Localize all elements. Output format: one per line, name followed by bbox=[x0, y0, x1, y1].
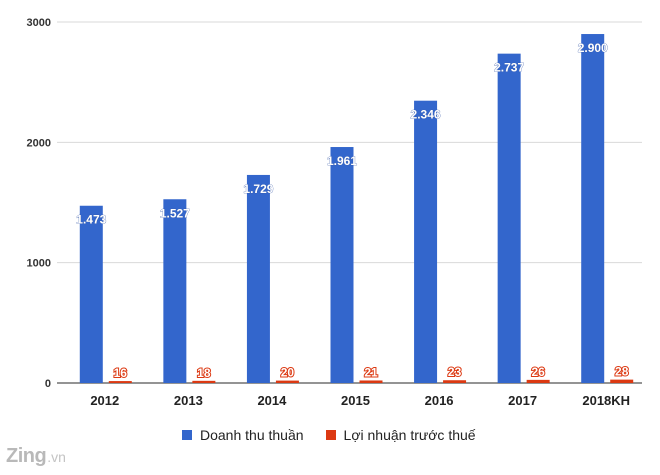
data-label-profit: 23 bbox=[448, 365, 462, 379]
legend-label-revenue: Doanh thu thuần bbox=[200, 427, 304, 443]
bar-revenue bbox=[581, 34, 605, 384]
y-tick-label: 1000 bbox=[27, 258, 51, 270]
bar-profit bbox=[359, 380, 383, 383]
x-tick-label: 2016 bbox=[425, 393, 454, 408]
bar-revenue bbox=[497, 53, 521, 383]
legend-item-profit: Lợi nhuận trước thuế bbox=[325, 427, 476, 443]
data-label-revenue: 2.900 bbox=[578, 41, 608, 55]
data-label-profit: 26 bbox=[531, 365, 545, 379]
y-tick-label: 0 bbox=[45, 378, 51, 390]
zing-logo: Zing.vn bbox=[6, 445, 66, 467]
x-tick-label: 2018KH bbox=[582, 393, 630, 408]
data-label-revenue: 1.729 bbox=[243, 182, 273, 196]
data-label-profit: 20 bbox=[281, 366, 295, 380]
legend-item-revenue: Doanh thu thuần bbox=[182, 427, 304, 443]
data-label-revenue: 1.961 bbox=[327, 154, 357, 168]
bar-profit bbox=[108, 381, 132, 383]
legend-swatch-profit bbox=[325, 430, 336, 440]
bar-profit bbox=[443, 380, 467, 383]
data-label-profit: 28 bbox=[615, 365, 629, 379]
data-label-profit: 18 bbox=[197, 366, 211, 380]
x-tick-label: 2012 bbox=[90, 393, 119, 408]
x-tick-label: 2017 bbox=[508, 393, 537, 408]
bar-revenue bbox=[163, 199, 187, 383]
x-tick-label: 2013 bbox=[174, 393, 203, 408]
bar-profit bbox=[192, 380, 216, 383]
data-label-revenue: 2.737 bbox=[494, 61, 524, 75]
x-tick-label: 2015 bbox=[341, 393, 370, 408]
legend-swatch-revenue bbox=[182, 430, 192, 440]
bar-revenue bbox=[79, 205, 103, 383]
bar-revenue bbox=[330, 147, 354, 383]
data-label-revenue: 1.527 bbox=[160, 206, 190, 220]
y-tick-label: 2000 bbox=[27, 137, 51, 149]
legend-label-profit: Lợi nhuận trước thuế bbox=[343, 427, 476, 443]
bar-profit bbox=[275, 380, 299, 383]
data-label-profit: 21 bbox=[364, 365, 378, 379]
x-tick-label: 2014 bbox=[257, 393, 287, 408]
chart-legend: Doanh thu thuần Lợi nhuận trước thuế bbox=[182, 427, 498, 443]
data-label-revenue: 2.346 bbox=[411, 108, 441, 122]
bar-profit bbox=[526, 379, 550, 383]
bar-revenue bbox=[414, 100, 438, 383]
y-tick-label: 3000 bbox=[27, 17, 51, 29]
data-label-revenue: 1.473 bbox=[76, 213, 106, 227]
bar-revenue bbox=[246, 174, 270, 383]
bar-profit bbox=[610, 379, 634, 383]
data-label-profit: 16 bbox=[114, 366, 128, 380]
